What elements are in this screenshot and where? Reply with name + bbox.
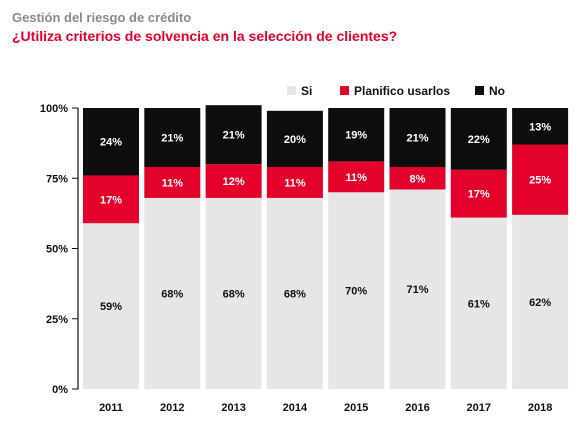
data-label: 62% — [529, 297, 551, 309]
bar-segment-2011-3 — [83, 108, 139, 176]
data-label: 13% — [529, 121, 551, 133]
bar-segment-2012-2 — [144, 167, 201, 198]
legend-label-3: No — [489, 84, 505, 98]
bar-segment-2018-1 — [512, 214, 569, 389]
x-tick-label: 2011 — [99, 402, 123, 414]
bar-segment-2011-1 — [83, 223, 139, 389]
chart-supertitle: Gestión del riesgo de crédito — [12, 10, 192, 25]
data-label: 71% — [406, 284, 428, 296]
bar-segment-2013-1 — [205, 197, 262, 389]
bar-segment-2013-3 — [205, 105, 262, 165]
x-tick-label: 2017 — [467, 402, 491, 414]
bar-segment-2016-3 — [389, 108, 446, 168]
bar-segment-2017-3 — [450, 108, 507, 170]
data-label: 21% — [406, 133, 428, 145]
data-label: 68% — [284, 288, 306, 300]
data-label: 22% — [468, 134, 490, 146]
bar-segment-2014-2 — [266, 167, 323, 198]
legend-label-2: Planifico usarlos — [354, 84, 450, 98]
y-tick-label: 75% — [46, 173, 68, 185]
x-tick-label: 2014 — [283, 402, 308, 414]
data-label: 21% — [223, 130, 245, 142]
y-tick-label: 100% — [40, 103, 68, 115]
x-tick-label: 2015 — [344, 402, 368, 414]
data-label: 68% — [161, 288, 183, 300]
data-label: 61% — [468, 298, 490, 310]
legend-swatch-3 — [475, 86, 484, 95]
data-label: 21% — [161, 133, 183, 145]
bar-segment-2016-2 — [389, 167, 446, 190]
data-label: 59% — [100, 301, 122, 313]
data-label: 68% — [223, 288, 245, 300]
bar-segment-2014-1 — [266, 197, 323, 389]
data-label: 11% — [162, 177, 184, 189]
data-label: 17% — [468, 189, 490, 201]
data-label: 8% — [410, 173, 426, 185]
bar-segment-2017-2 — [450, 169, 507, 218]
x-tick-label: 2013 — [221, 402, 245, 414]
data-label: 11% — [284, 177, 306, 189]
data-label: 70% — [345, 286, 367, 298]
bar-segment-2014-3 — [266, 110, 323, 168]
legend-label-1: Si — [301, 84, 312, 98]
data-label: 11% — [345, 172, 367, 184]
legend-swatch-2 — [340, 86, 349, 95]
x-tick-label: 2018 — [528, 402, 552, 414]
x-tick-label: 2016 — [405, 402, 429, 414]
y-tick-label: 0% — [52, 384, 68, 396]
bar-segment-2015-2 — [328, 161, 385, 193]
bar-segment-2013-2 — [205, 164, 262, 198]
bar-segment-2012-1 — [144, 197, 201, 389]
data-label: 25% — [529, 175, 551, 187]
bar-segment-2018-2 — [512, 144, 569, 215]
legend-swatch-1 — [287, 86, 296, 95]
data-label: 24% — [100, 137, 122, 149]
data-label: 17% — [100, 194, 122, 206]
bar-segment-2017-1 — [450, 217, 507, 389]
bar-segment-2015-1 — [328, 192, 385, 389]
data-label: 20% — [284, 134, 306, 146]
bar-segment-2015-3 — [328, 108, 385, 162]
y-tick-label: 25% — [46, 314, 68, 326]
chart-title: ¿Utiliza criterios de solvencia en la se… — [12, 28, 398, 44]
data-label: 12% — [223, 176, 245, 188]
bar-segment-2012-3 — [144, 108, 201, 168]
bar-segment-2016-1 — [389, 189, 446, 389]
data-label: 19% — [345, 130, 367, 142]
y-tick-label: 50% — [46, 244, 68, 256]
bar-segment-2018-3 — [512, 108, 569, 145]
x-tick-label: 2012 — [160, 402, 184, 414]
bar-segment-2011-2 — [83, 175, 139, 224]
